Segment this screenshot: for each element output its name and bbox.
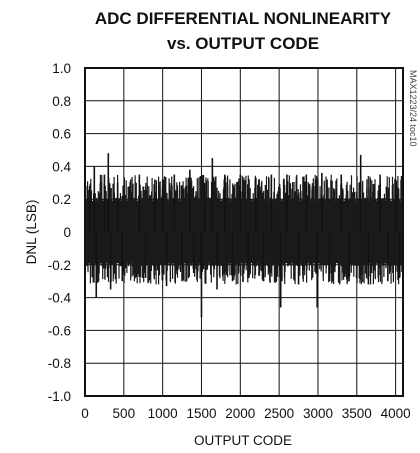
- y-tick-label: -0.2: [48, 258, 71, 273]
- x-tick-label: 3000: [303, 406, 333, 421]
- data-series: [84, 153, 404, 318]
- y-tick-label: -1.0: [48, 389, 71, 404]
- chart-title-line2: vs. OUTPUT CODE: [167, 34, 319, 53]
- x-tick-label: 0: [81, 406, 89, 421]
- y-tick-label: 0.2: [52, 192, 71, 207]
- x-tick-label: 500: [113, 406, 136, 421]
- x-tick-label: 1500: [186, 406, 216, 421]
- y-tick-label: 0.8: [52, 94, 71, 109]
- y-tick-label: 0.6: [52, 127, 71, 142]
- y-tick-label: 0: [63, 225, 71, 240]
- x-tick-label: 1000: [148, 406, 178, 421]
- chart-title-line1: ADC DIFFERENTIAL NONLINEARITY: [95, 9, 392, 28]
- y-tick-label: -0.6: [48, 323, 71, 338]
- y-axis-label: DNL (LSB): [24, 200, 39, 265]
- x-tick-label: 3500: [342, 406, 372, 421]
- plot-frame: [84, 67, 404, 397]
- y-tick-label: -0.8: [48, 356, 71, 371]
- x-tick-labels: 0 500 1000 1500 2000 2500 3000 3500 4000: [81, 406, 410, 421]
- y-tick-labels: 1.0 0.8 0.6 0.4 0.2 0 -0.2 -0.4 -0.6 -0.8 -1.0: [48, 61, 72, 404]
- y-tick-label: -0.4: [48, 291, 72, 306]
- y-tick-label: 1.0: [52, 61, 71, 76]
- x-tick-label: 4000: [381, 406, 411, 421]
- x-axis-label: OUTPUT CODE: [194, 433, 292, 448]
- x-tick-label: 2000: [225, 406, 255, 421]
- y-tick-label: 0.4: [52, 159, 71, 174]
- x-tick-label: 2500: [264, 406, 294, 421]
- dnl-core-band: [86, 200, 402, 264]
- figure-code: MAX1223/24 toc10: [408, 70, 418, 147]
